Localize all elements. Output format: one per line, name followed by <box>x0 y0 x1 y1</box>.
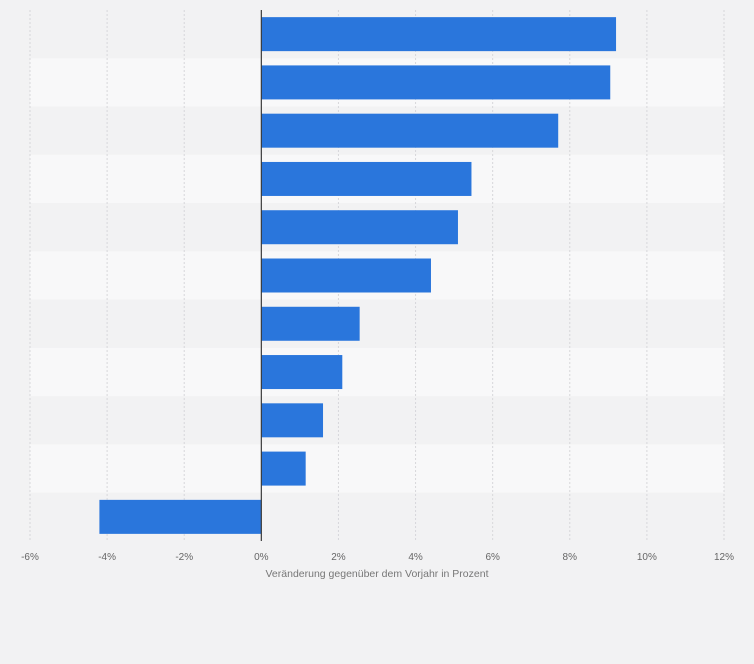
bar[interactable] <box>261 65 611 100</box>
bar[interactable] <box>261 355 343 390</box>
bar[interactable] <box>261 210 458 245</box>
x-tick-label: 8% <box>563 552 578 563</box>
row-band <box>30 347 724 397</box>
x-tick-label: 6% <box>485 552 500 563</box>
bar[interactable] <box>261 306 360 341</box>
bar[interactable] <box>261 403 324 438</box>
bar[interactable] <box>261 113 559 148</box>
x-tick-label: 2% <box>331 552 346 563</box>
x-tick-label: 4% <box>408 552 423 563</box>
bar[interactable] <box>261 451 306 486</box>
x-axis-ticks: -6% -4% -2% 0% 2% 4% 6% 8% 10% 12% <box>21 552 734 563</box>
row-band <box>30 444 724 493</box>
bar[interactable] <box>99 499 262 534</box>
x-tick-label: -6% <box>21 552 39 563</box>
bar[interactable] <box>261 258 431 293</box>
bar[interactable] <box>261 17 617 52</box>
bars <box>99 17 617 534</box>
row-band <box>30 396 724 445</box>
row-band <box>30 299 724 348</box>
bar[interactable] <box>261 161 472 196</box>
x-tick-label: -4% <box>98 552 116 563</box>
x-tick-label: 12% <box>714 552 734 563</box>
x-axis-label: Veränderung gegenüber dem Vorjahr in Pro… <box>266 568 489 580</box>
x-tick-label: 10% <box>637 552 657 563</box>
x-tick-label: 0% <box>254 552 269 563</box>
x-tick-label: -2% <box>175 552 193 563</box>
